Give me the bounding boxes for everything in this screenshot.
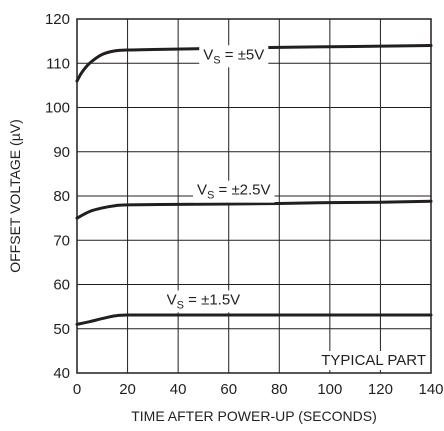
y-tick-label: 40 [53, 365, 70, 382]
y-tick-label: 90 [53, 144, 70, 161]
series-line-0 [75, 44, 433, 83]
series-label-bg [199, 45, 269, 68]
y-tick-label: 110 [46, 55, 70, 72]
plot-frame [76, 18, 432, 374]
series-label-rest: = ±2.5V [214, 182, 270, 199]
series-label-main: V [167, 291, 177, 308]
series-label-bg [162, 290, 245, 313]
series-label-main: V [203, 46, 213, 63]
series-label-main: V [197, 182, 207, 199]
series-label-text: VS = ±2.5V [197, 182, 271, 202]
y-tick-label: 60 [53, 277, 70, 294]
y-tick-label: 100 [45, 100, 70, 117]
typical-part-bg [318, 351, 429, 370]
series-lines [75, 44, 433, 326]
y-tick-label: 80 [53, 188, 70, 205]
y-tick-label: 70 [53, 232, 70, 249]
series-label-bg [192, 180, 275, 203]
series-label-sub: S [213, 54, 220, 66]
x-tick-label: 100 [317, 381, 342, 398]
tick-labels: 0 20 40 60 80 100 120 140 40 50 60 70 80 90 100 110 120 [45, 11, 444, 398]
series-label-rest: = ±5V [221, 46, 265, 63]
x-tick-label: 0 [73, 381, 81, 398]
series-line-1 [75, 199, 433, 220]
typical-part-note: TYPICAL PART [321, 352, 426, 369]
y-axis-title: OFFSET VOLTAGE (µV) [7, 119, 23, 273]
series-label-sub: S [177, 299, 184, 311]
y-tick-label: 50 [53, 321, 70, 338]
series-label-0: VS = ±5V [199, 45, 269, 68]
series-line-2 [75, 313, 433, 326]
x-tick-label: 60 [220, 381, 237, 398]
x-tick-label: 20 [119, 381, 136, 398]
x-tick-label: 40 [170, 381, 187, 398]
series-label-rest: = ±1.5V [184, 291, 240, 308]
y-tick-label: 120 [45, 11, 70, 28]
series-label-text: VS = ±5V [203, 46, 264, 66]
x-tick-label: 140 [418, 381, 443, 398]
x-tick-label: 120 [368, 381, 393, 398]
x-axis-title: TIME AFTER POWER-UP (SECONDS) [131, 408, 377, 424]
series-label-text: VS = ±1.5V [167, 291, 241, 311]
series-label-1: VS = ±2.5V [192, 180, 275, 203]
series-label-2: VS = ±1.5V [162, 290, 245, 313]
x-tick-label: 80 [271, 381, 288, 398]
series-label-sub: S [207, 190, 214, 202]
